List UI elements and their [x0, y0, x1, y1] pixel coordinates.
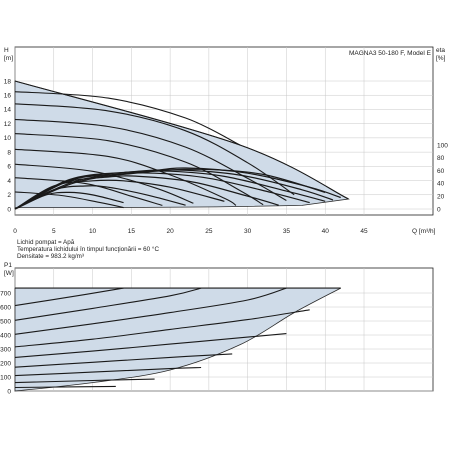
head-curve-7: [14, 163, 194, 204]
eta-tick-40: 40: [437, 181, 445, 188]
h-tick-8: 8: [7, 149, 11, 156]
h-tick-14: 14: [4, 107, 12, 114]
q-tick-10: 10: [89, 228, 97, 235]
h-tick-12: 12: [4, 121, 12, 128]
eta-axis-label: eta: [436, 47, 445, 54]
h-tick-18: 18: [4, 78, 12, 85]
power-curve-8: [14, 366, 202, 377]
head-curve-2: [14, 91, 241, 146]
q-tick-25: 25: [205, 228, 213, 235]
p1-tick-0: 0: [7, 388, 11, 395]
q-tick-35: 35: [283, 228, 291, 235]
q-tick-5: 5: [52, 228, 56, 235]
power-curve-7: [14, 353, 233, 368]
h-tick-4: 4: [7, 178, 11, 185]
efficiency-curve-8: [14, 185, 186, 210]
eta-axis-unit: [%]: [436, 55, 446, 62]
bottom-operating-area: [14, 287, 341, 392]
power-curve-6: [14, 333, 287, 358]
q-tick-0: 0: [13, 228, 17, 235]
head-curve-5: [14, 133, 264, 206]
info-line-1: Lichid pompat = Apă: [17, 239, 75, 246]
p1-tick-600: 600: [0, 304, 11, 311]
power-curve-9: [14, 378, 155, 384]
power-curve-4: [14, 287, 287, 335]
q-axis-label: Q [m³/h]: [412, 228, 436, 235]
p1-tick-400: 400: [0, 332, 11, 339]
h-tick-6: 6: [7, 164, 11, 171]
eta-tick-60: 60: [437, 168, 445, 175]
head-curve-3: [14, 103, 295, 196]
head-curve-9: [14, 191, 124, 209]
h-tick-2: 2: [7, 192, 11, 199]
eta-tick-20: 20: [437, 194, 445, 201]
top-tick-labels: 0 5 10 15 20 25 30 35 40 45 0 2 4 6 8 10 12 14 16 18 0 20 40 60…: [4, 78, 448, 235]
top-curves: [14, 80, 349, 210]
info-line-2: Temperatura lichidului în timpul funcţio…: [17, 245, 159, 253]
bottom-tick-labels: 0 100 200 300 400 500 600 700: [0, 290, 11, 395]
power-axis-unit: [W]: [4, 270, 14, 277]
h-tick-16: 16: [4, 93, 12, 100]
q-tick-45: 45: [360, 228, 368, 235]
head-curve-8: [14, 177, 163, 206]
power-curve-3: [14, 287, 202, 321]
q-tick-15: 15: [128, 228, 136, 235]
power-curve-10: [14, 385, 116, 389]
chart-title: MAGNA3 50-180 F, Model E: [349, 50, 432, 57]
eta-tick-80: 80: [437, 155, 445, 162]
p1-tick-700: 700: [0, 290, 11, 297]
eta-tick-100: 100: [437, 142, 448, 149]
head-axis-unit: [m]: [4, 55, 13, 62]
q-tick-20: 20: [166, 228, 174, 235]
bottom-curves: [14, 287, 341, 389]
power-operating-area: [14, 287, 341, 392]
q-tick-30: 30: [244, 228, 252, 235]
eta-tick-0: 0: [437, 206, 441, 213]
power-axis-label: P1: [4, 262, 12, 269]
efficiency-curve-7: [14, 179, 225, 210]
p1-tick-300: 300: [0, 346, 11, 353]
p1-tick-100: 100: [0, 374, 11, 381]
q-tick-40: 40: [322, 228, 330, 235]
h-tick-10: 10: [4, 135, 12, 142]
p1-tick-200: 200: [0, 360, 11, 367]
power-curve-2: [14, 287, 124, 307]
h-tick-0: 0: [7, 206, 11, 213]
p1-tick-500: 500: [0, 318, 11, 325]
head-axis-label: H: [4, 47, 9, 54]
efficiency-curve-9: [14, 191, 124, 210]
efficiency-curve-4: [14, 170, 326, 210]
power-curve-5: [14, 309, 310, 348]
info-line-3: Densitate = 983.2 kg/m³: [17, 253, 84, 260]
